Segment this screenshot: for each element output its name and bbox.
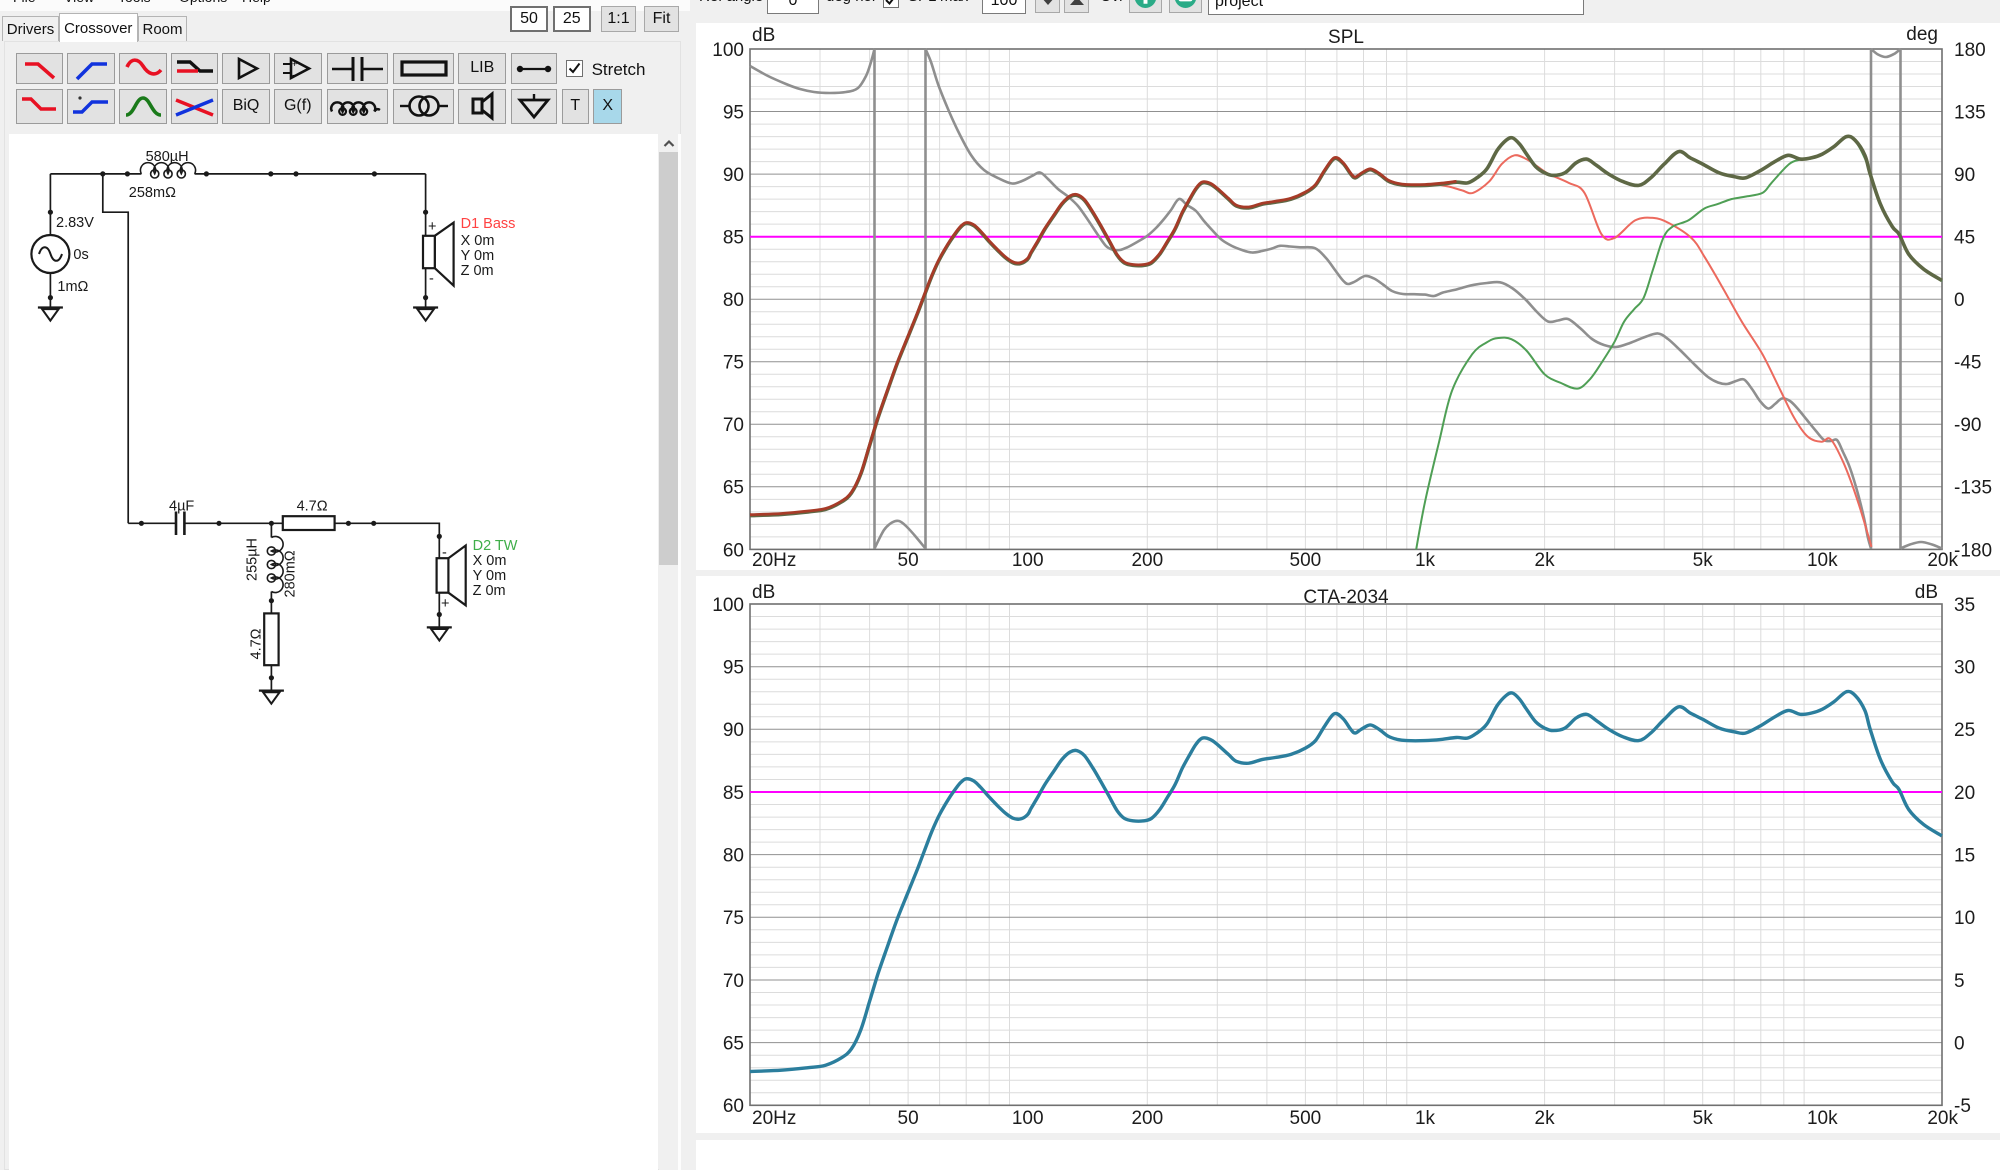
svg-text:+: + <box>428 219 436 235</box>
svg-text:5k: 5k <box>1693 1108 1714 1129</box>
svg-text:500: 500 <box>1290 550 1322 570</box>
svg-text:Z 0m: Z 0m <box>473 583 506 599</box>
svg-text:135: 135 <box>1954 103 1986 124</box>
svg-text:D1 Bass: D1 Bass <box>461 216 516 232</box>
svg-text:70: 70 <box>723 971 744 992</box>
svg-text:35: 35 <box>1954 595 1975 616</box>
svg-text:50: 50 <box>898 1108 919 1129</box>
svg-text:deg: deg <box>1906 24 1938 45</box>
svg-text:85: 85 <box>723 783 744 804</box>
svg-text:4.7Ω: 4.7Ω <box>249 628 265 659</box>
svg-text:90: 90 <box>723 720 744 741</box>
svg-text:Y 0m: Y 0m <box>473 568 507 584</box>
svg-text:D2 TW: D2 TW <box>473 538 518 554</box>
svg-text:45: 45 <box>1954 228 1975 249</box>
svg-text:85: 85 <box>723 228 744 249</box>
svg-text:5: 5 <box>1954 971 1965 992</box>
svg-text:20k: 20k <box>1927 1108 1958 1129</box>
svg-text:4.7Ω: 4.7Ω <box>297 499 328 515</box>
svg-text:95: 95 <box>723 658 744 679</box>
svg-text:1mΩ: 1mΩ <box>57 279 88 295</box>
svg-text:100: 100 <box>712 595 744 616</box>
svg-text:75: 75 <box>723 908 744 929</box>
svg-text:-5: -5 <box>1954 1096 1971 1117</box>
svg-text:0s: 0s <box>73 247 88 263</box>
svg-text:20Hz: 20Hz <box>752 550 796 570</box>
svg-text:10k: 10k <box>1807 550 1838 570</box>
svg-text:100: 100 <box>712 40 744 61</box>
svg-text:100: 100 <box>1012 1108 1044 1129</box>
svg-text:100: 100 <box>1012 550 1044 570</box>
svg-text:2k: 2k <box>1535 1108 1556 1129</box>
svg-text:90: 90 <box>723 165 744 186</box>
svg-text:258mΩ: 258mΩ <box>129 185 176 201</box>
svg-text:200: 200 <box>1131 550 1163 570</box>
svg-text:15: 15 <box>1954 846 1975 867</box>
svg-text:280mΩ: 280mΩ <box>283 550 299 597</box>
svg-text:4µF: 4µF <box>169 499 194 515</box>
svg-text:-135: -135 <box>1954 478 1992 499</box>
svg-text:200: 200 <box>1131 1108 1163 1129</box>
svg-text:60: 60 <box>723 1096 744 1117</box>
svg-text:60: 60 <box>723 540 744 561</box>
svg-text:1k: 1k <box>1415 1108 1436 1129</box>
svg-text:65: 65 <box>723 478 744 499</box>
svg-text:Y 0m: Y 0m <box>461 248 495 264</box>
svg-text:2.83V: 2.83V <box>56 215 94 231</box>
svg-text:30: 30 <box>1954 658 1975 679</box>
svg-text:25: 25 <box>1954 720 1975 741</box>
svg-text:0: 0 <box>1954 1034 1965 1055</box>
svg-text:580µH: 580µH <box>146 149 189 165</box>
svg-text:20Hz: 20Hz <box>752 1108 796 1129</box>
svg-text:80: 80 <box>723 846 744 867</box>
svg-text:95: 95 <box>723 103 744 124</box>
svg-text:180: 180 <box>1954 40 1986 61</box>
svg-text:20k: 20k <box>1927 550 1958 570</box>
svg-text:20: 20 <box>1954 783 1975 804</box>
svg-text:SPL: SPL <box>1328 27 1364 48</box>
svg-text:CTA-2034: CTA-2034 <box>1303 587 1389 608</box>
svg-text:10k: 10k <box>1807 1108 1838 1129</box>
svg-text:10: 10 <box>1954 908 1975 929</box>
svg-text:Z 0m: Z 0m <box>461 263 494 279</box>
svg-text:-90: -90 <box>1954 415 1981 436</box>
svg-text:-: - <box>442 545 447 561</box>
svg-text:dB: dB <box>752 25 775 46</box>
svg-text:+: + <box>292 59 297 69</box>
svg-text:+: + <box>441 596 449 612</box>
svg-text:1k: 1k <box>1415 550 1436 570</box>
svg-text:0: 0 <box>1954 290 1965 311</box>
svg-text:-45: -45 <box>1954 353 1981 374</box>
svg-text:255µH: 255µH <box>244 538 260 581</box>
svg-text:-: - <box>429 271 434 287</box>
svg-text:50: 50 <box>898 550 919 570</box>
svg-text:500: 500 <box>1290 1108 1322 1129</box>
svg-text:70: 70 <box>723 415 744 436</box>
svg-text:65: 65 <box>723 1034 744 1055</box>
svg-text:dB: dB <box>1915 582 1938 603</box>
svg-text:2k: 2k <box>1535 550 1556 570</box>
svg-text:90: 90 <box>1954 165 1975 186</box>
svg-text:dB: dB <box>752 582 775 603</box>
svg-text:75: 75 <box>723 353 744 374</box>
svg-text:5k: 5k <box>1693 550 1714 570</box>
svg-text:X 0m: X 0m <box>473 553 507 569</box>
svg-text:80: 80 <box>723 290 744 311</box>
svg-text:-180: -180 <box>1954 540 1992 561</box>
svg-text:-: - <box>292 70 295 80</box>
svg-text:X 0m: X 0m <box>461 233 495 249</box>
